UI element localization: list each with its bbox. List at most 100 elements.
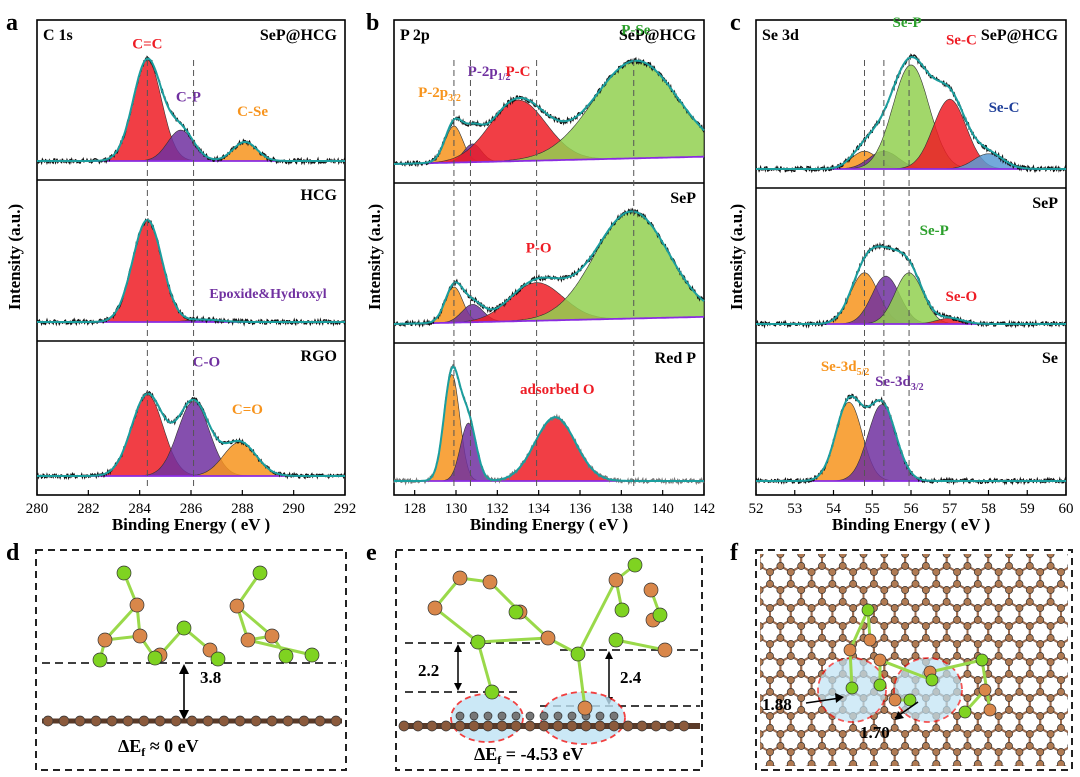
carbon-atom bbox=[1046, 670, 1055, 678]
carbon-atom bbox=[1025, 694, 1034, 702]
carbon-atom bbox=[838, 598, 847, 606]
carbon-atom bbox=[1025, 622, 1034, 630]
bond bbox=[879, 658, 933, 682]
carbon-atom bbox=[440, 720, 452, 732]
x-axis-label: Binding Energy ( eV ) bbox=[832, 515, 990, 534]
carbon-atom bbox=[1015, 724, 1024, 732]
carbon-atom bbox=[942, 742, 951, 750]
carbon-atom bbox=[1046, 554, 1055, 558]
carbon-atom bbox=[973, 748, 982, 756]
carbon-atom bbox=[807, 748, 816, 756]
carbon-atom bbox=[921, 562, 930, 570]
carbon-atom bbox=[911, 640, 920, 648]
carbon-atom bbox=[1025, 554, 1034, 558]
carbon-atom bbox=[760, 742, 764, 750]
carbon-atom bbox=[1067, 731, 1068, 737]
peak-label: P-O bbox=[526, 241, 552, 257]
carbon-atom bbox=[1005, 730, 1013, 738]
carbon-atom bbox=[797, 562, 806, 570]
carbon-atom bbox=[828, 580, 837, 588]
x-tick-label: 284 bbox=[128, 501, 151, 517]
carbon-atom bbox=[911, 568, 920, 576]
x-tick-label: 59 bbox=[1020, 501, 1035, 517]
carbon-atom bbox=[1036, 640, 1045, 648]
carbon-atom bbox=[807, 604, 816, 612]
carbon-atom bbox=[838, 634, 847, 642]
carbon-atom bbox=[828, 604, 837, 612]
carbon-atom bbox=[807, 688, 816, 696]
carbon-atom bbox=[807, 568, 816, 576]
carbon-atom bbox=[786, 676, 795, 684]
carbon-atom bbox=[994, 760, 1003, 766]
carbon-atom bbox=[58, 715, 70, 727]
bond bbox=[615, 638, 666, 652]
carbon-atom bbox=[595, 711, 605, 721]
carbon-atom bbox=[828, 748, 837, 756]
sample-label: Se bbox=[1042, 350, 1058, 367]
carbon-atom bbox=[797, 586, 806, 594]
panel-d-energy-sub: f bbox=[141, 745, 146, 759]
carbon-atom bbox=[760, 622, 764, 630]
carbon-atom bbox=[1036, 688, 1045, 696]
carbon-atom bbox=[1046, 730, 1055, 738]
carbon-atom bbox=[838, 730, 847, 738]
panel-letter-f: f bbox=[730, 540, 739, 566]
carbon-atom bbox=[776, 670, 785, 678]
carbon-atom bbox=[797, 634, 806, 642]
peak-label: P-Se bbox=[621, 23, 651, 39]
baseline bbox=[394, 316, 704, 325]
carbon-atom bbox=[932, 604, 941, 612]
carbon-atom bbox=[953, 640, 962, 648]
carbon-atom bbox=[869, 724, 878, 732]
carbon-atom bbox=[911, 580, 920, 588]
bond bbox=[576, 579, 618, 655]
carbon-atom bbox=[890, 580, 899, 588]
carbon-atom bbox=[1057, 640, 1065, 648]
carbon-atom bbox=[1025, 562, 1034, 570]
spectrum-b-2: Red P adsorbed O bbox=[393, 342, 705, 486]
peak-label: Se-P bbox=[920, 223, 949, 239]
carbon-atom bbox=[1025, 586, 1034, 594]
selenium-atom bbox=[627, 557, 643, 573]
carbon-atom bbox=[622, 720, 634, 732]
panel-e-energy-sub: f bbox=[497, 753, 502, 767]
carbon-atom bbox=[849, 760, 858, 766]
carbon-atom bbox=[786, 724, 795, 732]
carbon-atom bbox=[776, 586, 785, 594]
carbon-atom bbox=[859, 730, 868, 738]
selenium-atom bbox=[116, 565, 132, 581]
sample-label: Red P bbox=[655, 350, 697, 367]
y-axis-label: Intensity (a.u.) bbox=[365, 204, 384, 310]
panel-d-frame bbox=[35, 549, 347, 771]
carbon-atom bbox=[953, 604, 962, 612]
carbon-atom bbox=[760, 562, 764, 570]
carbon-atom bbox=[760, 658, 764, 666]
carbon-atom bbox=[994, 712, 1003, 720]
panel-d-energy-symbol: ΔE bbox=[118, 736, 141, 756]
carbon-atom bbox=[901, 598, 910, 606]
carbon-atom bbox=[760, 586, 764, 594]
carbon-atom bbox=[932, 748, 941, 756]
panel-e-energy-symbol: ΔE bbox=[474, 744, 497, 764]
carbon-atom bbox=[963, 554, 972, 558]
carbon-atom bbox=[818, 730, 826, 738]
carbon-atom bbox=[828, 724, 837, 732]
peak-label: Se-P bbox=[893, 15, 922, 31]
carbon-atom bbox=[901, 730, 910, 738]
carbon-atom bbox=[984, 730, 993, 738]
carbon-atom bbox=[994, 580, 1003, 588]
carbon-atom bbox=[994, 604, 1003, 612]
carbon-atom bbox=[776, 658, 785, 666]
spectrum-c-2: Se Se-3d5/2 Se-3d3/2 bbox=[755, 342, 1067, 486]
carbon-atom bbox=[932, 760, 941, 766]
carbon-atom bbox=[818, 554, 826, 558]
carbon-atom bbox=[994, 748, 1003, 756]
carbon-atom bbox=[880, 706, 889, 714]
carbon-atom bbox=[786, 712, 795, 720]
carbon-atom bbox=[1057, 676, 1065, 684]
carbon-atom bbox=[890, 748, 899, 756]
phosphorus-atom bbox=[264, 628, 280, 644]
carbon-atom bbox=[455, 711, 465, 721]
x-tick-label: 280 bbox=[26, 501, 49, 517]
